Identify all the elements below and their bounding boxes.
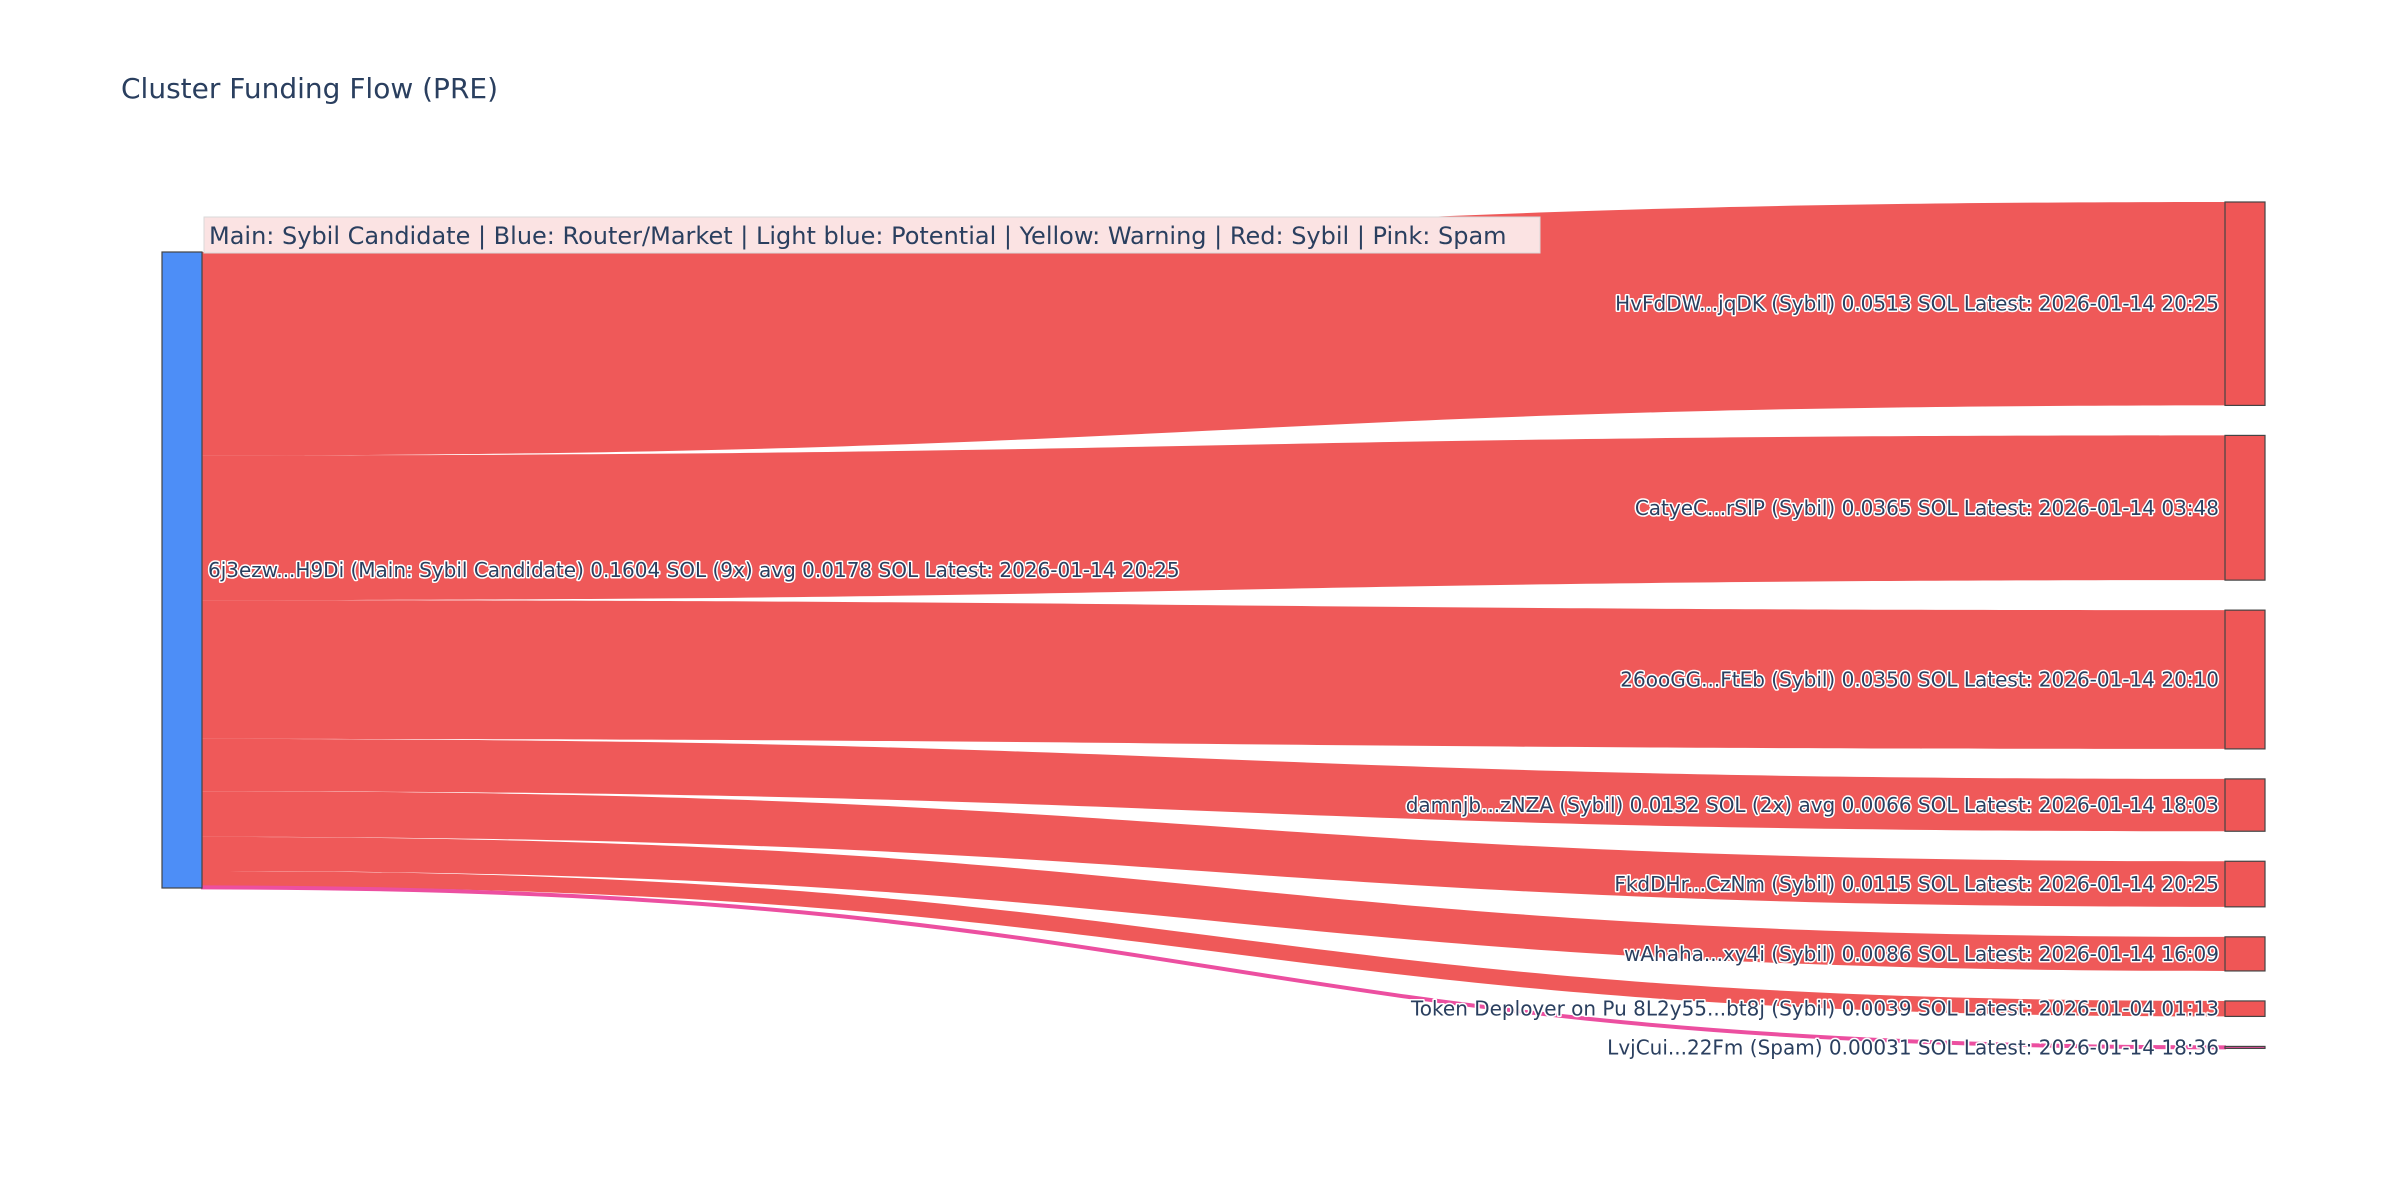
sankey-link <box>202 202 2225 456</box>
sankey-target-label: damnjb...zNZA (Sybil) 0.0132 SOL (2x) av… <box>1406 793 2219 817</box>
sankey-links <box>201 202 2226 1050</box>
sankey-link <box>202 870 2225 1017</box>
sankey-target-label: LvjCui...22Fm (Spam) 0.00031 SOL Latest:… <box>1607 1035 2219 1059</box>
sankey-target-node <box>2224 936 2266 972</box>
sankey-source-label: 6j3ezw...H9Di (Main: Sybil Candidate) 0.… <box>208 558 1180 582</box>
sankey-target-node <box>2224 860 2266 908</box>
sankey-target-node <box>2224 778 2266 832</box>
sankey-target-label: FkdDHr...CzNm (Sybil) 0.0115 SOL Latest:… <box>1614 872 2219 896</box>
legend-background <box>203 216 1541 254</box>
chart-title: Cluster Funding Flow (PRE) <box>121 72 499 105</box>
sankey-target-label: Token Deployer on Pu 8L2y55...bt8j (Sybi… <box>1410 997 2219 1021</box>
sankey-target-node <box>2224 1000 2266 1018</box>
sankey-target-label: HvFdDW...jqDK (Sybil) 0.0513 SOL Latest:… <box>1615 292 2219 316</box>
sankey-target-label: CatyeC...rSIP (Sybil) 0.0365 SOL Latest:… <box>1635 496 2219 520</box>
legend-text: Main: Sybil Candidate | Blue: Router/Mar… <box>209 222 1507 250</box>
legend-box: Main: Sybil Candidate | Blue: Router/Mar… <box>203 216 1541 254</box>
sankey-target-label: 26ooGG...FtEb (Sybil) 0.0350 SOL Latest:… <box>1620 668 2219 692</box>
sankey-target-node <box>2224 1045 2266 1050</box>
sankey-link <box>202 435 2225 601</box>
sankey-link <box>202 738 2225 832</box>
sankey-target-node <box>2224 609 2266 750</box>
sankey-labels: HvFdDW...jqDK (Sybil) 0.0513 SOL Latest:… <box>207 290 2221 1061</box>
sankey-target-label: wAhaha...xy4i (Sybil) 0.0086 SOL Latest:… <box>1624 942 2219 966</box>
sankey-nodes <box>161 201 2266 1050</box>
sankey-link <box>202 836 2225 971</box>
sankey-link <box>202 791 2225 907</box>
sankey-target-node <box>2224 434 2266 581</box>
sankey-link <box>202 600 2225 749</box>
sankey-source-node <box>161 251 203 889</box>
sankey-target-node <box>2224 201 2266 407</box>
